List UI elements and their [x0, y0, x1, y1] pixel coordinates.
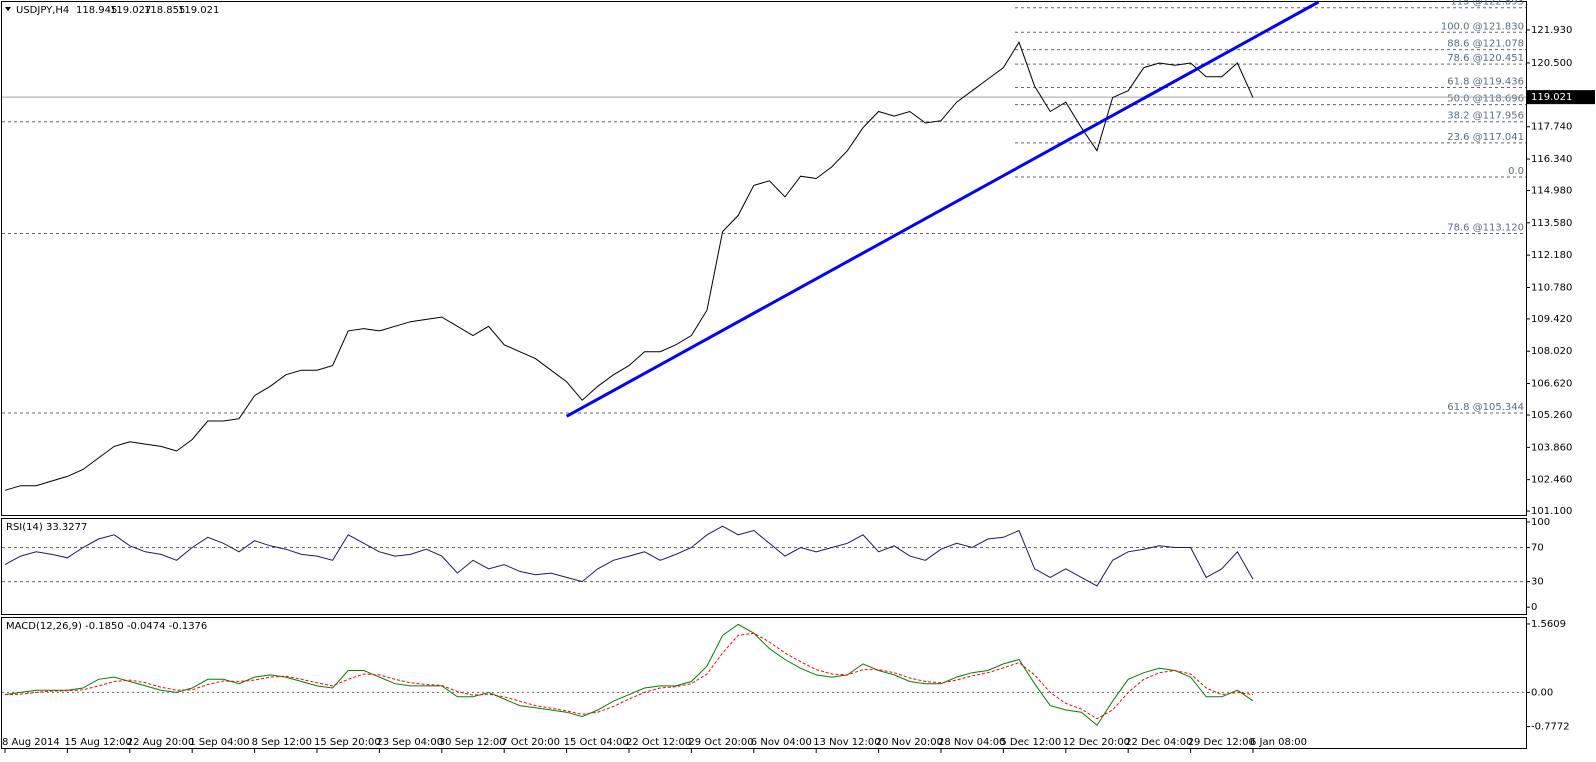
- x-tick-label: 7 Oct 20:00: [501, 737, 560, 748]
- rsi-panel: [1, 518, 1527, 615]
- x-tick-label: 1 Sep 04:00: [189, 737, 249, 748]
- x-tick-label: 6 Nov 04:00: [751, 737, 812, 748]
- y-tick-label: 70: [1531, 543, 1544, 554]
- y-tick-label: 102.460: [1531, 475, 1572, 486]
- y-tick-label: 121.930: [1531, 25, 1572, 36]
- level-label: 61.8 @119.436: [1447, 77, 1524, 88]
- x-tick-label: 12 Dec 20:00: [1063, 737, 1130, 748]
- x-tick-label: 8 Aug 2014: [2, 737, 60, 748]
- y-tick-label: 105.260: [1531, 410, 1572, 421]
- ohlc-value: 118.855: [144, 5, 185, 16]
- y-tick-label: 0: [1531, 602, 1537, 613]
- series-line: [4, 623, 1254, 727]
- trendline: [565, 0, 1320, 418]
- x-tick-label: 29 Dec 12:00: [1188, 737, 1255, 748]
- level-label: 23.6 @117.041: [1447, 132, 1524, 143]
- y-tick-label: 100: [1531, 517, 1550, 528]
- x-tick-label: 13 Nov 12:00: [813, 737, 880, 748]
- x-tick-label: 15 Oct 04:00: [564, 737, 629, 748]
- level-label: 61.8 @105.344: [1447, 402, 1524, 413]
- ohlc-value: 119.021: [178, 5, 219, 16]
- price-panel: [1, 1, 1527, 516]
- x-tick-label: 30 Sep 12:00: [439, 737, 506, 748]
- y-tick-label: 30: [1531, 577, 1544, 588]
- y-tick-label: 1.5609: [1531, 619, 1566, 630]
- x-tick-label: 15 Sep 20:00: [314, 737, 381, 748]
- x-tick-label: 6 Jan 08:00: [1250, 737, 1307, 748]
- x-tick-label: 5 Dec 12:00: [1000, 737, 1061, 748]
- y-tick-label: 114.980: [1531, 185, 1572, 196]
- x-tick-label: 22 Dec 04:00: [1125, 737, 1192, 748]
- y-tick-label: 113.580: [1531, 218, 1572, 229]
- series-line: [4, 41, 1254, 491]
- y-tick-label: 0.00: [1531, 687, 1553, 698]
- y-tick-label: 117.740: [1531, 122, 1572, 133]
- panel-title: RSI(14) 33.3277: [6, 522, 87, 533]
- x-tick-label: 8 Sep 12:00: [252, 737, 312, 748]
- ohlc-value: 119.027: [110, 5, 151, 16]
- x-tick-label: 28 Nov 04:00: [938, 737, 1005, 748]
- panel-title: MACD(12,26,9) -0.1850 -0.0474 -0.1376: [6, 621, 207, 632]
- y-tick-label: 120.500: [1531, 58, 1572, 69]
- level-label: 100.0 @121.830: [1441, 21, 1524, 32]
- x-tick-label: 22 Oct 12:00: [626, 737, 691, 748]
- last-price-box: [1527, 90, 1595, 105]
- y-tick-label: -0.7772: [1531, 722, 1570, 733]
- level-label: 78.6 @113.120: [1447, 222, 1524, 233]
- y-tick-label: 103.860: [1531, 442, 1572, 453]
- y-tick-label: 110.780: [1531, 282, 1572, 293]
- level-label: 88.6 @121.078: [1447, 39, 1524, 50]
- x-tick-label: 29 Oct 20:00: [688, 737, 753, 748]
- level-label: 38.2 @117.956: [1447, 111, 1524, 122]
- level-label: 50.0 @118.696: [1447, 94, 1524, 105]
- x-tick-label: 15 Aug 12:00: [64, 737, 131, 748]
- level-label: 78.6 @120.451: [1447, 53, 1524, 64]
- level-label: 115 @122.893: [1450, 0, 1524, 8]
- level-label: 0.0: [1508, 166, 1524, 177]
- x-tick-label: 20 Nov 20:00: [876, 737, 943, 748]
- y-tick-label: 101.100: [1531, 506, 1572, 517]
- y-tick-label: 116.340: [1531, 154, 1572, 165]
- y-tick-label: 112.180: [1531, 250, 1572, 261]
- x-tick-label: 23 Sep 04:00: [376, 737, 443, 748]
- panel-title: USDJPY,H4: [16, 5, 69, 16]
- menu-arrow[interactable]: [5, 7, 11, 11]
- y-tick-label: 109.420: [1531, 314, 1572, 325]
- x-tick-label: 22 Aug 20:00: [127, 737, 194, 748]
- macd-panel: [1, 617, 1527, 749]
- series-line: [4, 525, 1254, 587]
- ohlc-value: 118.945: [76, 5, 117, 16]
- series-line: [4, 632, 1254, 720]
- y-tick-label: 106.620: [1531, 379, 1572, 390]
- last-price-label: 119.021: [1531, 92, 1572, 103]
- y-tick-label: 108.020: [1531, 346, 1572, 357]
